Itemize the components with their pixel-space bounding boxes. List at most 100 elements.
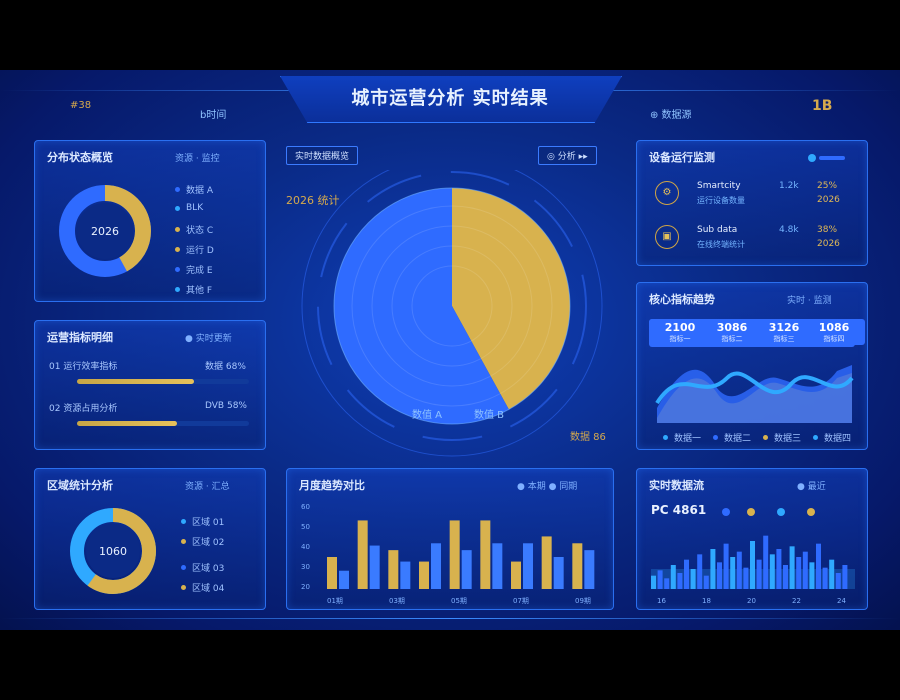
bar [327, 557, 337, 589]
progress-fill [77, 379, 194, 384]
bar [756, 559, 762, 589]
legend-item: BLK [175, 203, 203, 213]
panel-meta[interactable]: 实时 · 监测 [787, 296, 832, 306]
donut-center-value: 2026 [91, 225, 119, 238]
legend-item: 区域 04 [181, 581, 224, 594]
toggle-icon[interactable] [807, 153, 847, 163]
x-tick-label: 18 [702, 597, 711, 605]
bar [743, 567, 749, 589]
bar [736, 551, 742, 589]
progress-value: 数据 68% [205, 362, 246, 372]
bar [796, 557, 802, 589]
pie-label-left: 数值 A [412, 410, 443, 421]
y-tick-label: 50 [301, 523, 310, 531]
panel-meta[interactable]: ● 实时更新 [185, 334, 232, 344]
bar [783, 565, 788, 589]
panel-trend: 核心指标趋势 实时 · 监测 2100 指标一 3086 指标二 3126 指标三 1… [636, 282, 868, 450]
pie-slice [452, 188, 570, 410]
bar-chart: 60 50 40 30 20 01期 03期 05期 07期 09期 [301, 503, 595, 605]
stat-box: 1086 指标四 [803, 319, 865, 345]
device-v1: 4.8k [779, 225, 799, 235]
bar [809, 562, 815, 589]
bar [339, 570, 349, 589]
y-tick-label: 20 [301, 583, 310, 591]
bar [684, 559, 689, 589]
page-title: 城市运营分析 实时结果 [351, 88, 549, 109]
legend-item: 状态 C [175, 223, 213, 236]
bar [730, 557, 736, 589]
bar [690, 569, 696, 589]
bar [449, 520, 460, 589]
bar [461, 550, 472, 589]
donut-chart-bottom: 1060 [70, 508, 156, 594]
legend-item: 区域 03 [181, 561, 224, 574]
bar [553, 557, 564, 589]
pie-top-label: 2026 统计 [286, 194, 340, 207]
donut-segment-gold [70, 508, 156, 594]
panel-meta[interactable]: 资源 · 汇总 [185, 482, 230, 492]
header-right-code: 1B [812, 98, 833, 114]
bar [511, 561, 521, 589]
stat-box: 2100 指标一 [649, 319, 711, 345]
progress-label: 02 资源占用分析 [49, 404, 118, 414]
bar [703, 575, 709, 589]
panel-meta[interactable]: 资源 · 监控 [175, 154, 220, 164]
device-sub: 运行设备数量 [697, 196, 745, 205]
device-name: Smartcity [697, 181, 741, 191]
bar [717, 562, 722, 589]
header-right-tag[interactable]: ⊕ 数据源 [650, 110, 692, 121]
bar [431, 543, 441, 589]
device-icon: ▣ [655, 225, 679, 249]
legend-item: 数据 A [175, 183, 213, 196]
realtime-legend-dots [722, 508, 815, 516]
bar [651, 575, 656, 589]
legend-item: 完成 E [175, 263, 213, 276]
realtime-stat: PC 4861 [651, 503, 707, 517]
bar [419, 561, 429, 589]
x-tick-label: 20 [747, 597, 756, 605]
pie-slice [334, 188, 509, 424]
bar [664, 578, 670, 589]
chip-overview[interactable]: 实时数据概览 [286, 146, 359, 165]
bar [480, 520, 491, 589]
donut-chart-top: 2026 [59, 185, 151, 277]
bar [776, 549, 782, 589]
bar [842, 565, 848, 589]
bar [572, 543, 583, 589]
device-name: Sub data [697, 225, 738, 235]
x-tick-label: 22 [792, 597, 801, 605]
realtime-bar-chart: 16 18 20 22 24 [651, 535, 855, 605]
dashboard-screen: 城市运营分析 实时结果 #38 b时间 ⊕ 数据源 1B 分布状态概览 资源 ·… [0, 70, 900, 630]
bar [523, 543, 533, 589]
bar [789, 546, 795, 589]
panel-meta[interactable]: ● 最近 [797, 482, 826, 492]
progress-value: DVB 58% [205, 401, 247, 411]
legend-item: 区域 01 [181, 515, 224, 528]
panel-title: 核心指标趋势 [649, 293, 715, 306]
pie-chart [301, 170, 603, 457]
x-tick-label: 09期 [575, 597, 591, 605]
x-tick-label: 07期 [513, 597, 529, 605]
panel-devices: 设备运行监测 ⚙ Smartcity 运行设备数量 1.2k 25% 2026 … [636, 140, 868, 266]
panel-title: 月度趋势对比 [299, 479, 365, 492]
bar [816, 543, 821, 589]
device-v3: 2026 [817, 239, 840, 249]
panel-distribution: 分布状态概览 资源 · 监控 2026 数据 A BLK 状态 C 运行 D 完… [34, 140, 266, 302]
panel-title: 实时数据流 [649, 479, 704, 492]
bar [492, 543, 503, 589]
panel-meta[interactable]: ● 本期 ● 同期 [517, 482, 578, 492]
chip-analysis[interactable]: ◎ 分析 ▸▸ [538, 146, 597, 165]
bar [802, 551, 808, 589]
panel-title: 分布状态概览 [47, 151, 113, 164]
x-tick-label: 16 [657, 597, 666, 605]
panel-monthly: 月度趋势对比 ● 本期 ● 同期 60 50 40 30 20 01期 03期 05期 07期 0… [286, 468, 614, 610]
x-tick-label: 05期 [451, 597, 467, 605]
device-v3: 2026 [817, 195, 840, 205]
header-left-tag[interactable]: b时间 [200, 110, 227, 121]
panel-title: 运营指标明细 [47, 331, 113, 344]
header-left-code: #38 [70, 100, 92, 111]
panel-title: 设备运行监测 [649, 151, 715, 164]
device-v2: 25% [817, 181, 838, 191]
bar [723, 543, 729, 589]
legend-item: 数据三 [763, 431, 801, 444]
